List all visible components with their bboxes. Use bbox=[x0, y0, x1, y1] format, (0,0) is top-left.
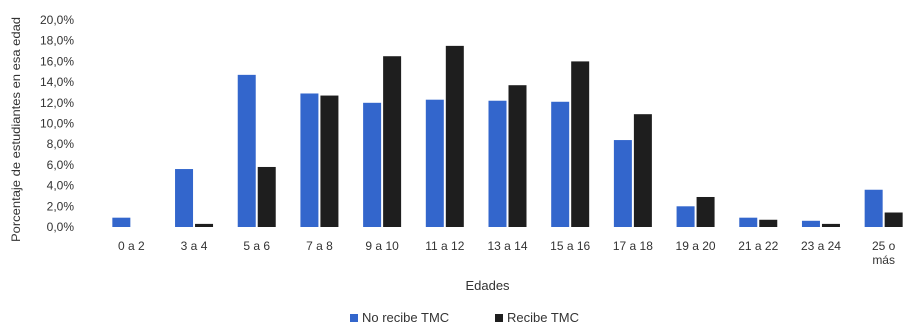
y-tick-label: 6,0% bbox=[47, 158, 75, 172]
y-tick-label: 20,0% bbox=[40, 13, 74, 27]
bar-no-recibe-tmc bbox=[300, 93, 319, 227]
bar-no-recibe-tmc bbox=[551, 101, 570, 227]
legend-swatch bbox=[350, 314, 358, 322]
bar-no-recibe-tmc bbox=[801, 220, 820, 227]
x-tick-label: 7 a 8 bbox=[306, 239, 333, 253]
y-tick-label: 2,0% bbox=[47, 199, 75, 213]
bar-recibe-tmc bbox=[759, 219, 778, 227]
bar-recibe-tmc bbox=[821, 223, 840, 227]
bar-no-recibe-tmc bbox=[676, 206, 695, 227]
x-tick-label: 19 a 20 bbox=[676, 239, 716, 253]
y-tick-label: 12,0% bbox=[40, 96, 74, 110]
y-axis-title-group: Porcentaje de estudiantes en esa edad bbox=[9, 17, 23, 242]
bar-recibe-tmc bbox=[383, 56, 402, 227]
x-tick-label: 3 a 4 bbox=[181, 239, 208, 253]
bar-recibe-tmc bbox=[257, 166, 276, 227]
x-tick-label: 11 a 12 bbox=[425, 239, 464, 253]
x-tick-label: 23 a 24 bbox=[801, 239, 841, 253]
bars bbox=[112, 45, 903, 228]
y-tick-label: 8,0% bbox=[47, 137, 75, 151]
y-axis-title: Porcentaje de estudiantes en esa edad bbox=[9, 17, 23, 242]
bar-no-recibe-tmc bbox=[237, 74, 256, 227]
bar-no-recibe-tmc bbox=[112, 217, 131, 227]
y-tick-label: 0,0% bbox=[47, 220, 75, 234]
x-tick-label: 13 a 14 bbox=[487, 239, 527, 253]
bar-recibe-tmc bbox=[445, 45, 464, 227]
bar-recibe-tmc bbox=[633, 114, 652, 227]
x-tick-label: 9 a 10 bbox=[365, 239, 399, 253]
x-tick-label: más bbox=[872, 253, 895, 267]
x-tick-label: 25 o bbox=[872, 239, 896, 253]
x-tick-label: 0 a 2 bbox=[118, 239, 145, 253]
bar-recibe-tmc bbox=[884, 212, 903, 227]
x-tick-label: 17 a 18 bbox=[613, 239, 653, 253]
x-tick-label: 15 a 16 bbox=[550, 239, 590, 253]
legend-swatch bbox=[495, 314, 503, 322]
bar-recibe-tmc bbox=[320, 95, 339, 228]
bar-no-recibe-tmc bbox=[613, 140, 632, 227]
bar-no-recibe-tmc bbox=[864, 189, 883, 227]
legend-label: No recibe TMC bbox=[362, 310, 449, 325]
bar-recibe-tmc bbox=[571, 61, 590, 228]
y-tick-label: 16,0% bbox=[40, 54, 74, 68]
bar-recibe-tmc bbox=[508, 85, 527, 227]
y-tick-label: 18,0% bbox=[40, 34, 74, 48]
bar-no-recibe-tmc bbox=[363, 102, 382, 227]
y-tick-labels: 0,0% 2,0% 4,0% 6,0% 8,0% 10,0% 12,0% 14,0% 16,0%… bbox=[40, 13, 74, 234]
y-tick-label: 4,0% bbox=[47, 179, 75, 193]
x-tick-labels: 0 a 2 3 a 4 5 a 6 7 a 8 9 a 10 11 a 12 13 a 14… bbox=[118, 239, 896, 267]
x-tick-label: 5 a 6 bbox=[243, 239, 270, 253]
bar-recibe-tmc bbox=[696, 196, 715, 227]
bar-no-recibe-tmc bbox=[739, 217, 758, 227]
y-tick-label: 14,0% bbox=[40, 75, 74, 89]
bar-no-recibe-tmc bbox=[175, 169, 194, 227]
x-axis-title: Edades bbox=[465, 278, 510, 293]
legend-label: Recibe TMC bbox=[507, 310, 579, 325]
legend: No recibe TMC Recibe TMC bbox=[350, 310, 579, 325]
x-tick-label: 21 a 22 bbox=[738, 239, 778, 253]
y-tick-label: 10,0% bbox=[40, 117, 74, 131]
bar-no-recibe-tmc bbox=[425, 99, 444, 227]
bar-recibe-tmc bbox=[195, 223, 214, 227]
bar-no-recibe-tmc bbox=[488, 100, 507, 227]
